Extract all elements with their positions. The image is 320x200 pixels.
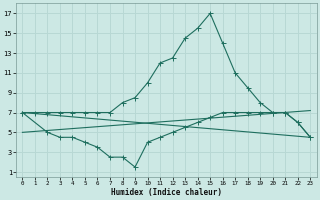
X-axis label: Humidex (Indice chaleur): Humidex (Indice chaleur): [111, 188, 222, 197]
